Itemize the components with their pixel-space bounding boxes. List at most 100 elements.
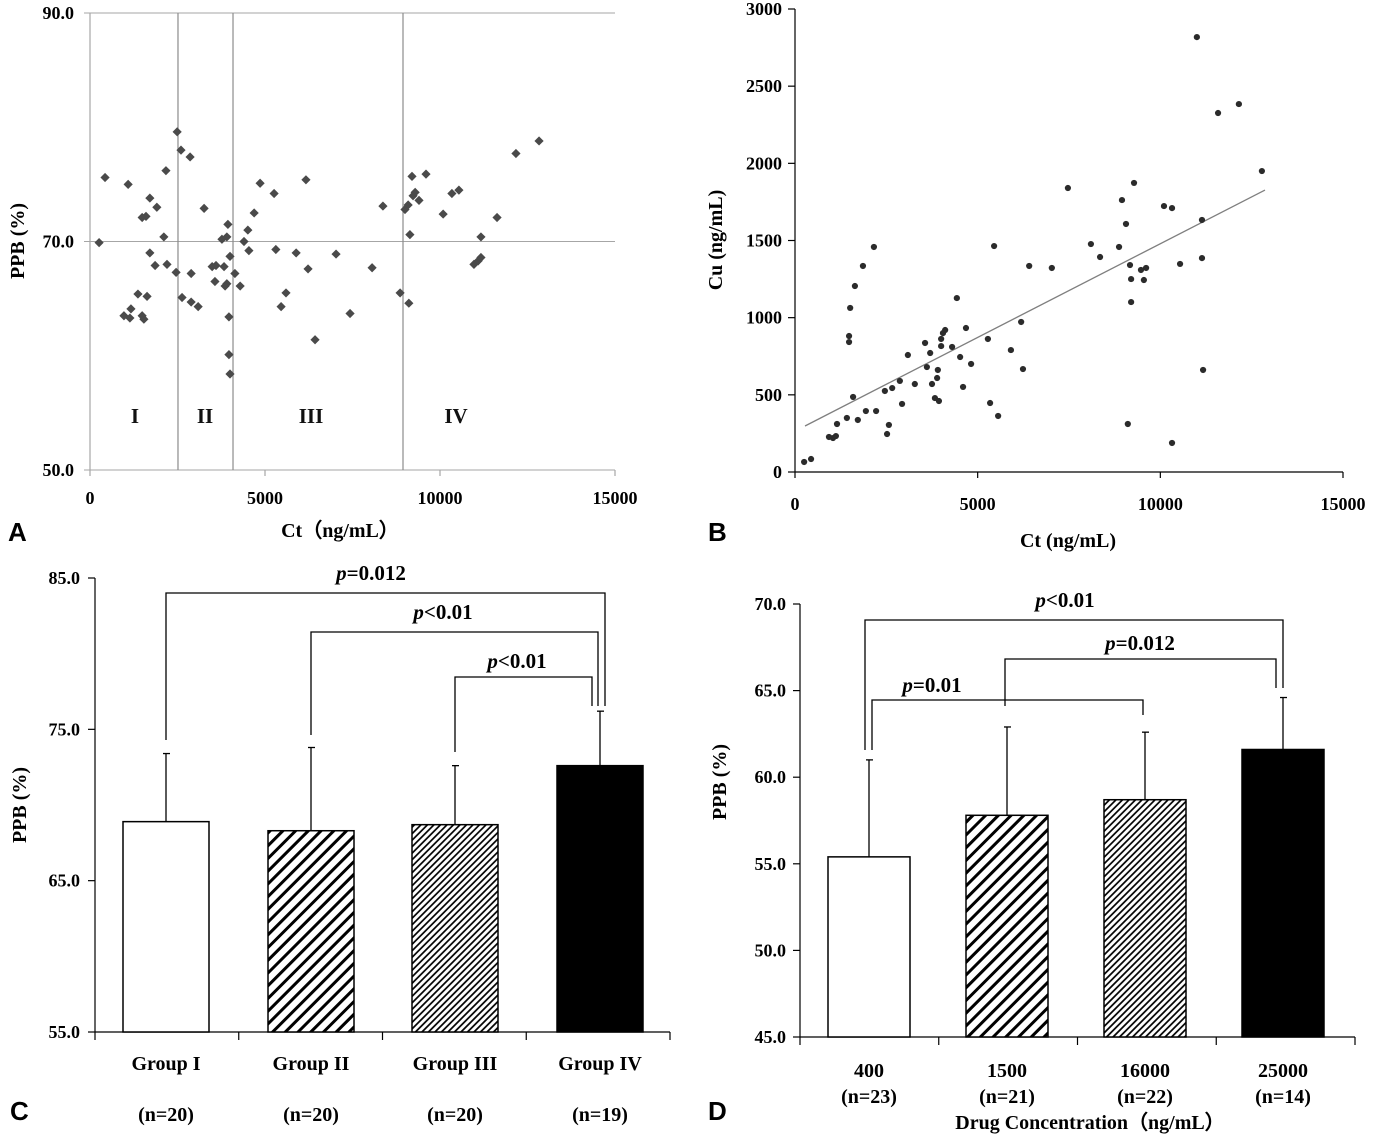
- scatter-point: [927, 349, 934, 357]
- scatter-point: [991, 242, 998, 250]
- p-symbol: p: [900, 673, 913, 697]
- scatter-point: [269, 188, 279, 199]
- scatter-point: [239, 236, 249, 247]
- scatter-point: [942, 326, 949, 334]
- scatter-point: [1214, 109, 1222, 117]
- scatter-point: [511, 148, 521, 159]
- scatter-point: [986, 399, 994, 407]
- scatter-point: [957, 353, 964, 361]
- scatter-point: [1168, 204, 1176, 212]
- panel-a-ppb-vs-ct-scatter: A PPB (%) Ct（ng/mL） 50.0 70.0 90.0 0 5000 10000 1…: [7, 3, 638, 547]
- scatter-point: [921, 339, 929, 347]
- sample-size-label: (n=14): [1255, 1086, 1311, 1108]
- sample-size-label: (n=23): [841, 1086, 897, 1108]
- scatter-point: [243, 225, 253, 235]
- scatter-point: [534, 136, 544, 146]
- x-tick-label: 0: [791, 494, 800, 514]
- significance-bracket: [1004, 658, 1277, 706]
- scatter-point: [1130, 179, 1138, 187]
- scatter-point: [410, 187, 420, 197]
- scatter-point: [331, 249, 341, 259]
- regression-line: [804, 189, 1266, 427]
- scatter-point: [995, 412, 1002, 420]
- y-tick-label: 2500: [746, 76, 782, 96]
- scatter-point: [1258, 167, 1265, 175]
- scatter-point: [953, 294, 960, 302]
- panel-letter: B: [708, 517, 727, 547]
- scatter-point: [276, 302, 286, 312]
- x-tick-label: 5000: [960, 494, 996, 514]
- category-label: Group IV: [558, 1053, 642, 1075]
- group-label: IV: [444, 404, 467, 428]
- scatter-point: [845, 332, 853, 340]
- scatter-point: [171, 267, 181, 277]
- scatter-point: [1122, 220, 1130, 228]
- scatter-point: [1198, 254, 1206, 262]
- scatter-point: [923, 363, 930, 371]
- bar: [122, 820, 210, 1033]
- scatter-point: [224, 350, 234, 360]
- bar: [267, 829, 355, 1033]
- scatter-point: [1128, 275, 1135, 283]
- scatter-point: [403, 200, 413, 210]
- p-symbol: p: [334, 561, 347, 585]
- scatter-point: [885, 421, 892, 429]
- p-value-label: p<0.01: [485, 649, 546, 673]
- y-axis-title: Cu (ng/mL): [705, 190, 727, 291]
- sample-size-label: (n=22): [1117, 1086, 1173, 1108]
- scatter-point: [1142, 264, 1150, 272]
- scatter-point: [414, 195, 424, 205]
- category-label: Group I: [131, 1053, 200, 1075]
- scatter-point: [1160, 202, 1168, 210]
- sample-size-label: (n=20): [138, 1104, 194, 1126]
- scatter-point: [145, 193, 155, 203]
- p-value-label: p=0.01: [900, 673, 961, 697]
- p-symbol: p: [485, 649, 498, 673]
- scatter-point: [100, 172, 110, 183]
- panel-letter: C: [10, 1096, 29, 1126]
- scatter-point: [222, 232, 232, 242]
- category-label: Group III: [413, 1053, 498, 1075]
- scatter-point: [1128, 298, 1135, 306]
- scatter-point: [849, 393, 857, 401]
- p-value-text: =0.01: [913, 673, 962, 697]
- panel-d-ppb-by-concentration-bars: D PPB (%) Drug Concentration（ng/mL） 45.0 50.…: [708, 588, 1356, 1134]
- x-tick-label: 15000: [1321, 494, 1366, 514]
- panel-letter: D: [708, 1096, 727, 1126]
- scatter-point: [141, 211, 151, 221]
- scatter-point: [139, 314, 149, 324]
- significance-bracket: [454, 676, 593, 752]
- scatter-point: [367, 263, 377, 273]
- scatter-point: [291, 248, 301, 258]
- scatter-point: [911, 380, 918, 388]
- category-label: 1500: [987, 1060, 1027, 1082]
- sample-size-label: (n=19): [572, 1104, 628, 1126]
- bar: [411, 823, 499, 1033]
- scatter-point: [801, 458, 808, 466]
- scatter-point: [281, 288, 291, 298]
- scatter-point: [1115, 243, 1123, 251]
- scatter-point: [1124, 420, 1131, 428]
- scatter-point: [1235, 100, 1242, 108]
- x-tick-label: 15000: [593, 488, 638, 508]
- scatter-point: [222, 279, 232, 289]
- scatter-point: [469, 259, 479, 269]
- scatter-point: [881, 387, 888, 395]
- scatter-point: [142, 291, 152, 301]
- y-tick-label: 50.0: [43, 460, 75, 480]
- significance-bracket: [871, 699, 1144, 750]
- y-tick-label: 75.0: [49, 719, 81, 739]
- x-tick-label: 5000: [247, 488, 283, 508]
- scatter-point: [224, 312, 234, 322]
- scatter-point: [161, 166, 171, 176]
- scatter-point: [843, 414, 850, 422]
- scatter-point: [962, 324, 970, 332]
- scatter-point: [938, 342, 945, 350]
- scatter-point: [249, 208, 259, 218]
- p-value-label: p<0.01: [411, 600, 472, 624]
- scatter-point: [408, 191, 418, 201]
- category-label: 400: [854, 1060, 884, 1082]
- scatter-point: [230, 268, 240, 279]
- y-tick-label: 45.0: [755, 1027, 787, 1047]
- scatter-point: [934, 374, 941, 382]
